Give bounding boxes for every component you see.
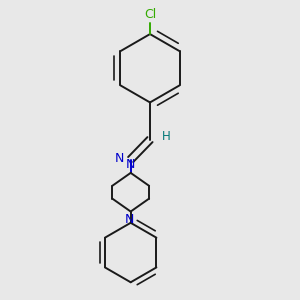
Text: N: N	[126, 158, 135, 171]
Text: N: N	[115, 152, 124, 165]
Text: N: N	[124, 213, 134, 226]
Text: Cl: Cl	[144, 8, 156, 21]
Text: H: H	[162, 130, 171, 142]
